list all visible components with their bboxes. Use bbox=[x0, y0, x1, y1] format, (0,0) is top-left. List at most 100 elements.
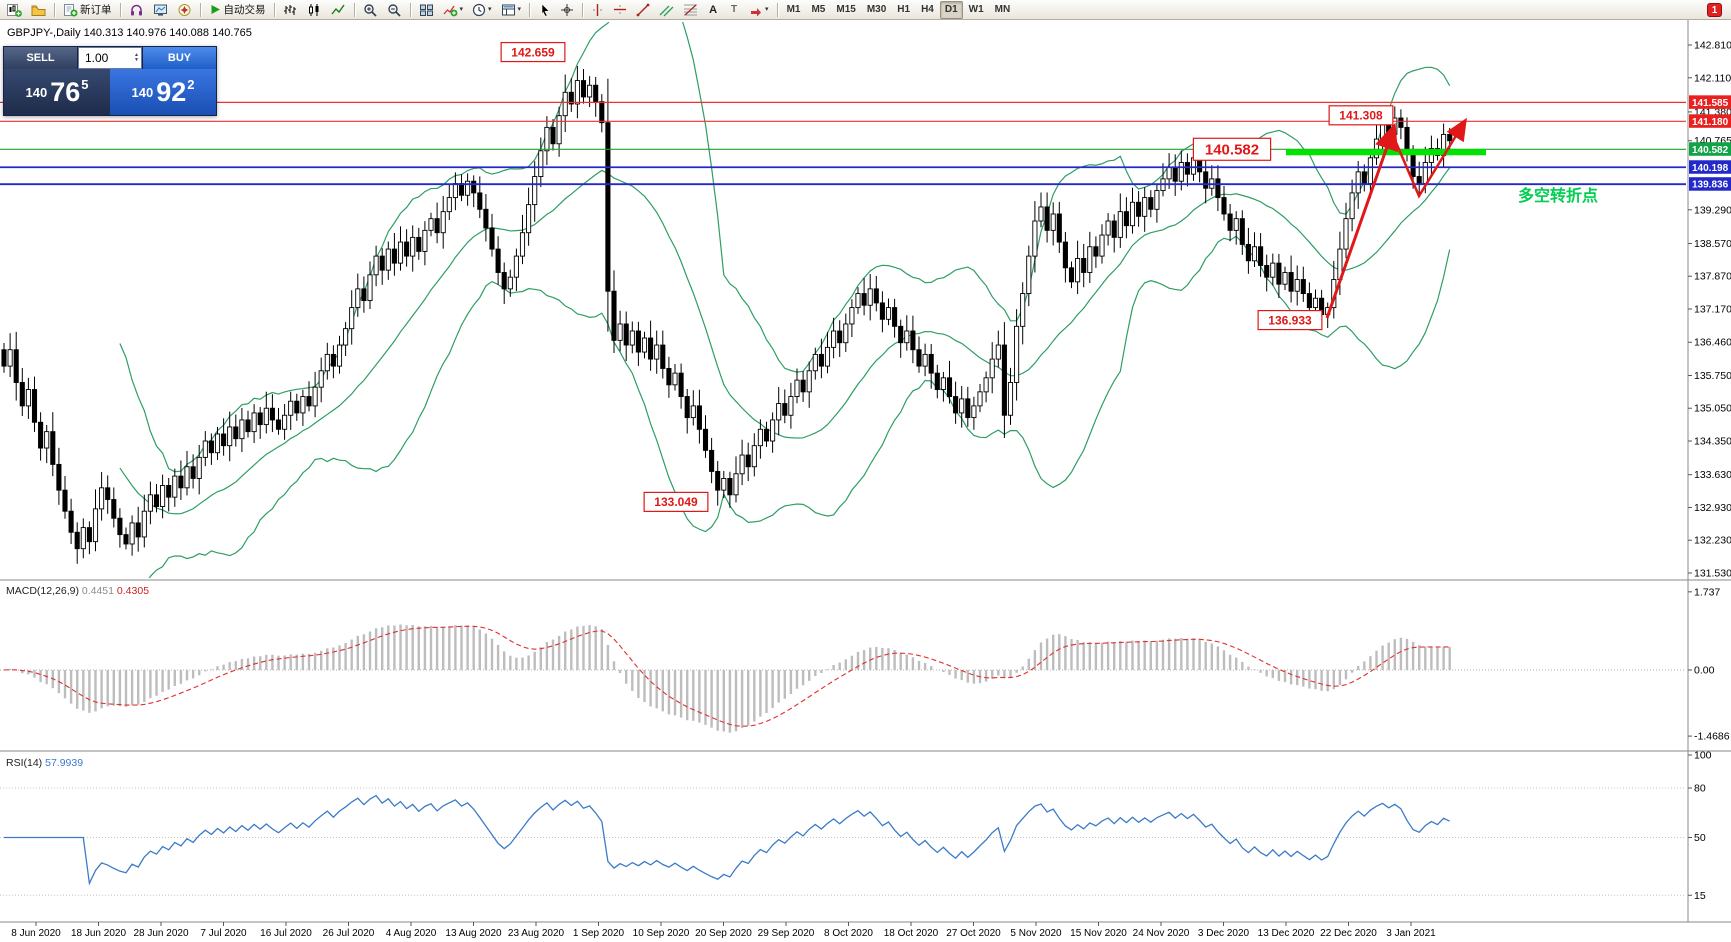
text-button[interactable]: A bbox=[703, 1, 723, 19]
tile-windows-button[interactable] bbox=[415, 1, 438, 19]
indicators-button[interactable]: ▾ bbox=[439, 1, 468, 19]
fibonacci-retracement-button[interactable] bbox=[679, 1, 702, 19]
periods-button[interactable]: ▾ bbox=[468, 1, 496, 19]
crosshair-button[interactable] bbox=[556, 1, 578, 19]
price-badge bbox=[1689, 160, 1731, 174]
cursor-button[interactable] bbox=[534, 1, 555, 19]
market-watch-button[interactable] bbox=[125, 1, 148, 19]
timeframe-mn-button[interactable]: MN bbox=[990, 1, 1016, 19]
svg-text:15 Nov 2020: 15 Nov 2020 bbox=[1070, 928, 1127, 939]
volume-spin-buttons[interactable]: ▲ ▼ bbox=[134, 53, 139, 63]
svg-text:18 Jun 2020: 18 Jun 2020 bbox=[71, 928, 126, 939]
templates-button[interactable]: ▾ bbox=[497, 1, 526, 19]
timeframe-m5-button[interactable]: M5 bbox=[806, 1, 830, 19]
templates-icon bbox=[501, 3, 516, 17]
spin-down-icon[interactable]: ▼ bbox=[134, 57, 139, 63]
profiles-icon bbox=[31, 3, 46, 17]
svg-text:131.530: 131.530 bbox=[1694, 568, 1731, 580]
bollinger-bands bbox=[119, 22, 1451, 578]
horizontal-line-button[interactable] bbox=[609, 1, 631, 19]
chart-annotations[interactable]: 142.659 141.308 140.582 136.933 133.049 多空转折点 bbox=[500, 41, 1598, 512]
price-badge bbox=[1689, 142, 1731, 156]
svg-text:-1.4686: -1.4686 bbox=[1694, 731, 1730, 743]
timeframe-h1-button[interactable]: H1 bbox=[892, 1, 915, 19]
trend-arrow[interactable] bbox=[1325, 122, 1398, 319]
bar-chart-mode-button[interactable] bbox=[279, 1, 302, 19]
hline-icon bbox=[613, 3, 627, 16]
timeframe-m1-button[interactable]: M1 bbox=[782, 1, 806, 19]
line-chart-icon bbox=[330, 3, 346, 17]
svg-text:0.00: 0.00 bbox=[1694, 665, 1715, 677]
zoom-in-icon bbox=[363, 3, 378, 17]
spin-up-icon[interactable]: ▲ bbox=[134, 52, 139, 58]
trend-arrow[interactable] bbox=[1390, 117, 1467, 199]
svg-text:3 Jan 2021: 3 Jan 2021 bbox=[1386, 928, 1436, 939]
price-callout[interactable] bbox=[1328, 105, 1394, 126]
ask-price[interactable]: 140 92 2 bbox=[110, 69, 216, 115]
volume-stepper[interactable]: 1.00 ▲ ▼ bbox=[78, 47, 142, 69]
svg-text:5 Nov 2020: 5 Nov 2020 bbox=[1010, 928, 1062, 939]
svg-text:135.750: 135.750 bbox=[1694, 370, 1731, 382]
price-callout[interactable] bbox=[500, 41, 566, 63]
timeframe-m15-button[interactable]: M15 bbox=[831, 1, 860, 19]
clock-icon bbox=[472, 3, 486, 17]
trendline-button[interactable] bbox=[632, 1, 654, 19]
data-window-button[interactable] bbox=[149, 1, 172, 19]
buy-button[interactable]: BUY bbox=[142, 47, 216, 69]
price-callout[interactable] bbox=[1192, 137, 1272, 161]
new-chart-button[interactable] bbox=[3, 1, 26, 19]
navigator-button[interactable] bbox=[173, 1, 196, 19]
new-order-label: 新订单 bbox=[80, 4, 112, 16]
time-scale[interactable]: 8 Jun 2020 18 Jun 2020 28 Jun 2020 7 Jul 20… bbox=[11, 922, 1436, 939]
svg-text:140.582: 140.582 bbox=[1205, 142, 1259, 159]
candles-icon bbox=[307, 3, 322, 17]
svg-text:RSI(14) 57.9939: RSI(14) 57.9939 bbox=[6, 757, 83, 769]
data-window-icon bbox=[153, 3, 168, 17]
timeframe-w1-button[interactable]: W1 bbox=[964, 1, 989, 19]
chevron-down-icon: ▾ bbox=[765, 5, 769, 13]
trade-panel-controls: SELL 1.00 ▲ ▼ BUY bbox=[4, 47, 216, 69]
text-label-button[interactable]: T bbox=[724, 1, 744, 19]
toolbar-separator bbox=[54, 2, 55, 17]
toolbar: 新订单 自动交易 ▾ ▾ ▾ A T ▾ M1 M5 M15 M30 H1 H4 D1 W1 MN bbox=[0, 0, 1731, 20]
svg-text:7 Jul 2020: 7 Jul 2020 bbox=[200, 928, 247, 939]
price-callout[interactable] bbox=[643, 491, 709, 512]
chart-text-label[interactable]: 多空转折点 bbox=[1518, 186, 1598, 205]
svg-text:29 Sep 2020: 29 Sep 2020 bbox=[758, 928, 815, 939]
line-chart-mode-button[interactable] bbox=[327, 1, 350, 19]
svg-text:26 Jul 2020: 26 Jul 2020 bbox=[323, 928, 375, 939]
svg-text:MACD(12,26,9) 0.4451 0.4305: MACD(12,26,9) 0.4451 0.4305 bbox=[6, 585, 149, 597]
auto-trading-button[interactable]: 自动交易 bbox=[205, 1, 270, 19]
tile-icon bbox=[419, 3, 434, 17]
toolbar-separator bbox=[529, 2, 531, 17]
candlestick-mode-button[interactable] bbox=[303, 1, 326, 19]
svg-text:138.570: 138.570 bbox=[1694, 238, 1731, 250]
profiles-button[interactable] bbox=[27, 1, 50, 19]
timeframe-h4-button[interactable]: H4 bbox=[916, 1, 939, 19]
bid-price[interactable]: 140 76 5 bbox=[4, 69, 110, 115]
timeframe-d1-button[interactable]: D1 bbox=[939, 0, 963, 19]
label-icon: T bbox=[730, 4, 738, 15]
zoom-out-button[interactable] bbox=[383, 1, 406, 19]
svg-text:23 Aug 2020: 23 Aug 2020 bbox=[508, 928, 565, 939]
svg-text:136.933: 136.933 bbox=[1268, 313, 1312, 327]
volume-value[interactable]: 1.00 bbox=[85, 51, 109, 65]
trendline-icon bbox=[636, 3, 650, 17]
toolbar-separator bbox=[119, 2, 121, 17]
price-callout[interactable] bbox=[1257, 309, 1323, 331]
equidistant-channel-button[interactable] bbox=[655, 1, 678, 19]
shapes-icon bbox=[749, 3, 763, 17]
sell-button[interactable]: SELL bbox=[4, 47, 78, 69]
chevron-down-icon: ▾ bbox=[459, 5, 464, 13]
notification-badge[interactable]: 1 bbox=[1707, 3, 1722, 17]
price-scale[interactable]: 142.810142.110141.380140.765139.290138.5… bbox=[1688, 40, 1731, 580]
arrows-objects-button[interactable]: ▾ bbox=[745, 1, 773, 19]
price-badge bbox=[1689, 114, 1731, 128]
timeframe-m30-button[interactable]: M30 bbox=[862, 1, 891, 19]
new-order-button[interactable]: 新订单 bbox=[59, 1, 116, 19]
bid-pip-digit: 5 bbox=[81, 76, 89, 92]
chart-ohlc-title: GBPJPY-,Daily 140.313 140.976 140.088 14… bbox=[7, 27, 252, 39]
zoom-in-button[interactable] bbox=[359, 1, 382, 19]
vertical-line-button[interactable] bbox=[587, 1, 608, 19]
